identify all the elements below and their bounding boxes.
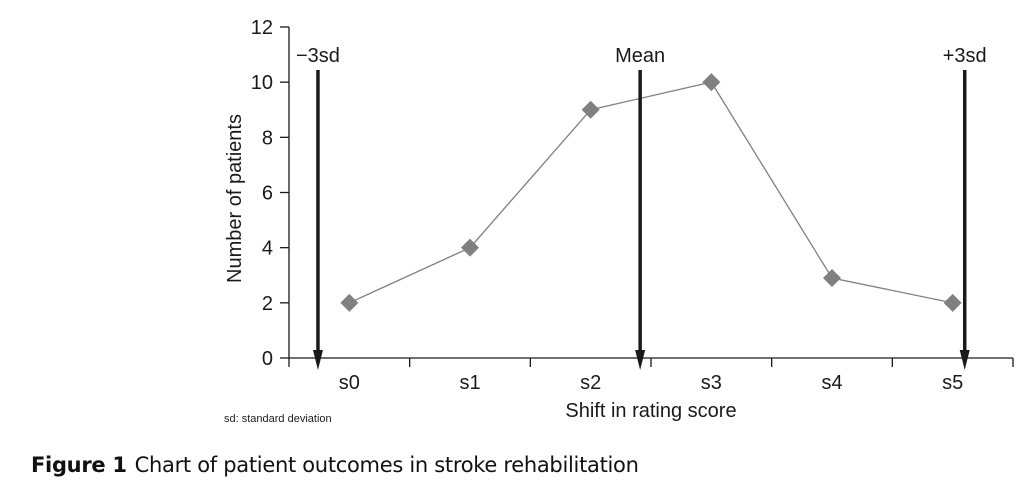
y-tick-label: 10 <box>251 72 273 94</box>
footnote: sd: standard deviation <box>224 413 332 425</box>
x-tick-label: s4 <box>821 372 842 394</box>
y-tick-label: 4 <box>262 238 273 260</box>
x-tick-label: s5 <box>942 372 963 394</box>
x-ticks: s0 s1 s2 s3 s4 s5 <box>288 358 1014 394</box>
data-point-marker <box>702 73 721 92</box>
x-tick-label: s3 <box>701 372 722 394</box>
figure-label: Figure 1 <box>31 453 127 477</box>
y-ticks: 0 2 4 6 8 10 12 <box>251 17 289 370</box>
data-point-marker <box>461 238 479 257</box>
arrow-head-icon <box>959 350 970 370</box>
data-point-marker <box>823 269 841 288</box>
reference-line-label: Mean <box>615 45 665 67</box>
data-series <box>340 73 962 312</box>
axes: 0 2 4 6 8 10 12 s0 s1 s2 s3 s4 s5 <box>251 17 1014 394</box>
x-tick-label: s0 <box>339 372 360 394</box>
data-point-marker <box>943 293 962 312</box>
y-tick-label: 2 <box>262 293 273 315</box>
figure-caption: Figure 1 Chart of patient outcomes in str… <box>31 453 639 477</box>
data-point-marker <box>340 293 359 312</box>
arrow-head-icon <box>635 350 646 370</box>
x-axis-title: Shift in rating score <box>565 400 736 422</box>
data-point-marker <box>581 100 600 119</box>
reference-line-label: +3sd <box>943 45 987 67</box>
reference-lines: −3sd Mean +3sd <box>296 45 987 370</box>
y-tick-label: 8 <box>262 127 273 149</box>
y-axis-title: Number of patients <box>224 114 246 283</box>
y-tick-label: 12 <box>251 17 273 39</box>
x-tick-label: s2 <box>580 372 601 394</box>
y-tick-label: 6 <box>262 183 273 205</box>
line-chart: 0 2 4 6 8 10 12 s0 s1 s2 s3 s4 s5 Number of patient… <box>224 17 1014 422</box>
x-tick-label: s1 <box>459 372 480 394</box>
reference-line-label: −3sd <box>296 45 340 67</box>
y-tick-label: 0 <box>262 348 273 370</box>
caption-text: Chart of patient outcomes in stroke reha… <box>134 453 639 477</box>
arrow-head-icon <box>312 350 323 370</box>
series-line <box>349 81 953 304</box>
